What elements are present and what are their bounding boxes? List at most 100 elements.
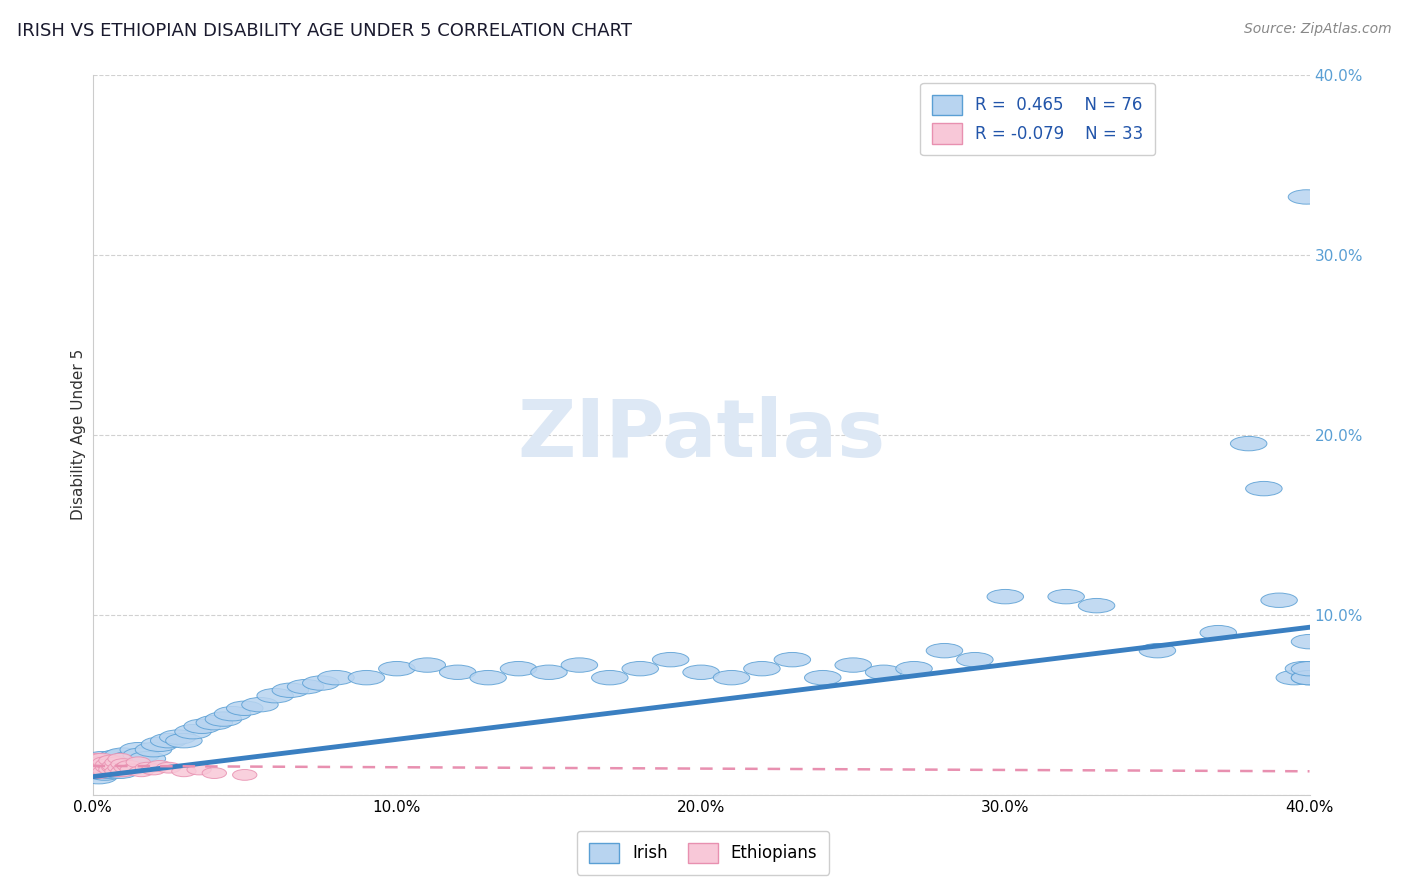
Ellipse shape xyxy=(98,764,124,775)
Ellipse shape xyxy=(713,671,749,685)
Text: Source: ZipAtlas.com: Source: ZipAtlas.com xyxy=(1244,22,1392,37)
Ellipse shape xyxy=(349,671,385,685)
Ellipse shape xyxy=(87,768,111,779)
Ellipse shape xyxy=(242,698,278,712)
Ellipse shape xyxy=(120,764,145,775)
Ellipse shape xyxy=(683,665,720,680)
Ellipse shape xyxy=(93,753,129,768)
Ellipse shape xyxy=(135,742,172,757)
Ellipse shape xyxy=(302,676,339,690)
Y-axis label: Disability Age Under 5: Disability Age Under 5 xyxy=(72,349,86,520)
Ellipse shape xyxy=(142,737,177,751)
Ellipse shape xyxy=(90,764,127,779)
Ellipse shape xyxy=(80,770,117,784)
Ellipse shape xyxy=(1291,671,1327,685)
Text: ZIPatlas: ZIPatlas xyxy=(517,396,886,474)
Ellipse shape xyxy=(896,662,932,676)
Ellipse shape xyxy=(592,671,628,685)
Ellipse shape xyxy=(124,747,159,763)
Ellipse shape xyxy=(174,724,211,739)
Ellipse shape xyxy=(108,753,132,764)
Ellipse shape xyxy=(865,665,901,680)
Ellipse shape xyxy=(1199,625,1236,640)
Ellipse shape xyxy=(804,671,841,685)
Ellipse shape xyxy=(166,733,202,747)
Ellipse shape xyxy=(257,689,294,703)
Ellipse shape xyxy=(1047,590,1084,604)
Ellipse shape xyxy=(1261,593,1298,607)
Ellipse shape xyxy=(87,757,111,768)
Ellipse shape xyxy=(156,763,181,773)
Ellipse shape xyxy=(273,683,309,698)
Ellipse shape xyxy=(409,658,446,673)
Ellipse shape xyxy=(90,753,114,764)
Ellipse shape xyxy=(956,652,993,667)
Text: IRISH VS ETHIOPIAN DISABILITY AGE UNDER 5 CORRELATION CHART: IRISH VS ETHIOPIAN DISABILITY AGE UNDER … xyxy=(17,22,631,40)
Ellipse shape xyxy=(98,759,135,773)
Ellipse shape xyxy=(172,766,195,777)
Ellipse shape xyxy=(530,665,567,680)
Ellipse shape xyxy=(101,763,127,773)
Ellipse shape xyxy=(108,756,145,770)
Ellipse shape xyxy=(111,759,135,770)
Ellipse shape xyxy=(1246,482,1282,496)
Ellipse shape xyxy=(93,757,117,768)
Ellipse shape xyxy=(111,751,148,766)
Ellipse shape xyxy=(83,751,120,766)
Legend: Irish, Ethiopians: Irish, Ethiopians xyxy=(576,831,830,875)
Ellipse shape xyxy=(101,761,127,772)
Ellipse shape xyxy=(105,761,142,775)
Ellipse shape xyxy=(652,652,689,667)
Ellipse shape xyxy=(120,742,156,757)
Ellipse shape xyxy=(440,665,477,680)
Ellipse shape xyxy=(621,662,658,676)
Ellipse shape xyxy=(226,701,263,715)
Ellipse shape xyxy=(108,763,132,773)
Ellipse shape xyxy=(744,662,780,676)
Ellipse shape xyxy=(470,671,506,685)
Ellipse shape xyxy=(142,764,166,775)
Ellipse shape xyxy=(232,770,257,780)
Ellipse shape xyxy=(98,749,135,764)
Ellipse shape xyxy=(775,652,811,667)
Ellipse shape xyxy=(214,706,250,721)
Ellipse shape xyxy=(1078,599,1115,613)
Ellipse shape xyxy=(129,766,153,777)
Ellipse shape xyxy=(1230,436,1267,450)
Ellipse shape xyxy=(129,751,166,766)
Ellipse shape xyxy=(195,715,232,730)
Ellipse shape xyxy=(150,733,187,747)
Ellipse shape xyxy=(87,766,124,780)
Ellipse shape xyxy=(111,766,135,777)
Ellipse shape xyxy=(202,768,226,779)
Ellipse shape xyxy=(105,757,129,768)
Ellipse shape xyxy=(114,757,150,772)
Ellipse shape xyxy=(287,680,323,694)
Ellipse shape xyxy=(927,643,963,658)
Ellipse shape xyxy=(105,766,129,777)
Ellipse shape xyxy=(1291,634,1327,648)
Ellipse shape xyxy=(501,662,537,676)
Ellipse shape xyxy=(114,763,138,773)
Ellipse shape xyxy=(159,730,195,744)
Ellipse shape xyxy=(105,747,142,763)
Ellipse shape xyxy=(98,756,124,766)
Ellipse shape xyxy=(1291,662,1327,676)
Ellipse shape xyxy=(1139,643,1175,658)
Ellipse shape xyxy=(96,751,132,766)
Ellipse shape xyxy=(187,764,211,775)
Ellipse shape xyxy=(1288,190,1324,204)
Ellipse shape xyxy=(93,766,117,777)
Ellipse shape xyxy=(96,763,120,773)
Ellipse shape xyxy=(117,761,142,772)
Ellipse shape xyxy=(93,763,129,777)
Ellipse shape xyxy=(96,759,120,770)
Ellipse shape xyxy=(83,763,108,773)
Ellipse shape xyxy=(90,763,114,773)
Ellipse shape xyxy=(987,590,1024,604)
Ellipse shape xyxy=(135,763,159,773)
Ellipse shape xyxy=(83,753,108,764)
Ellipse shape xyxy=(101,764,138,779)
Ellipse shape xyxy=(205,712,242,726)
Ellipse shape xyxy=(87,756,124,770)
